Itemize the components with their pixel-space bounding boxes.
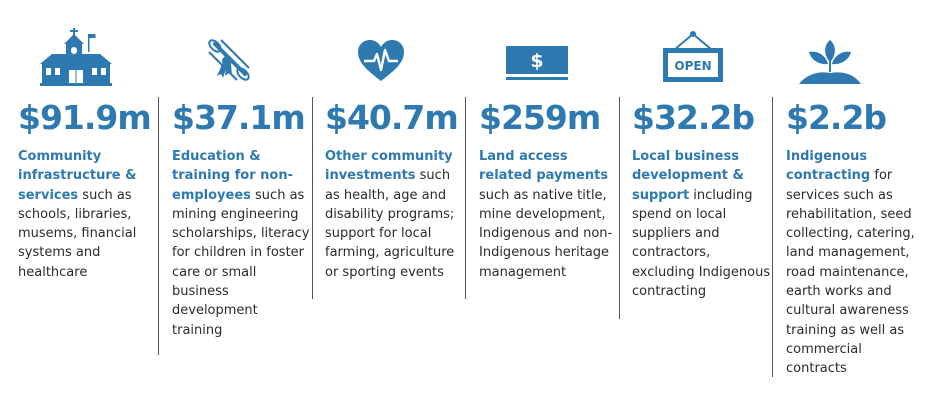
heartbeat-icon [358, 40, 404, 82]
description: Land access related payments such as nat… [479, 147, 619, 282]
school-building-icon [40, 28, 112, 86]
open-sign-text: OPEN [674, 59, 711, 73]
description-body: such as schools, libraries, musems, fina… [18, 187, 137, 280]
svg-text:$: $ [530, 50, 543, 72]
description-heading: Local business development & support [632, 149, 744, 203]
description: Indigenous contracting for services such… [786, 147, 918, 379]
description-body: for services such as rehabilitation, see… [786, 168, 915, 377]
column-divider [158, 97, 159, 355]
description-heading: Education & training for non-employees [172, 149, 294, 203]
description-body: such as health, age and disability progr… [325, 168, 455, 280]
description: Local business development & support inc… [632, 147, 772, 301]
diploma-scroll-icon [205, 36, 253, 84]
column-divider [312, 97, 313, 299]
amount-value: $259m [479, 98, 601, 137]
amount-value: $37.1m [172, 98, 306, 137]
description-heading: Other community investments [325, 149, 453, 184]
description: Community infrastructure & services such… [18, 147, 158, 282]
description-heading: Community infrastructure & services [18, 149, 137, 203]
column-divider [465, 97, 466, 299]
description-body: such as mining engineering scholarships,… [172, 187, 310, 338]
description: Other community investments such as heal… [325, 147, 465, 282]
dollar-bill-icon: $ [506, 46, 568, 82]
sprouting-plant-icon [799, 40, 861, 86]
amount-value: $32.2b [632, 98, 755, 137]
open-sign-icon: OPEN [662, 30, 724, 84]
description-heading: Indigenous contracting [786, 149, 871, 184]
description: Education & training for non-employees s… [172, 147, 312, 340]
description-heading: Land access related payments [479, 149, 609, 184]
column-divider [772, 97, 773, 377]
description-body: such as native title, mine development, … [479, 187, 613, 280]
amount-value: $40.7m [325, 98, 459, 137]
column-divider [619, 97, 620, 319]
description-body: including spend on local suppliers and c… [632, 187, 771, 300]
amount-value: $2.2b [786, 98, 887, 137]
amount-value: $91.9m [18, 98, 152, 137]
